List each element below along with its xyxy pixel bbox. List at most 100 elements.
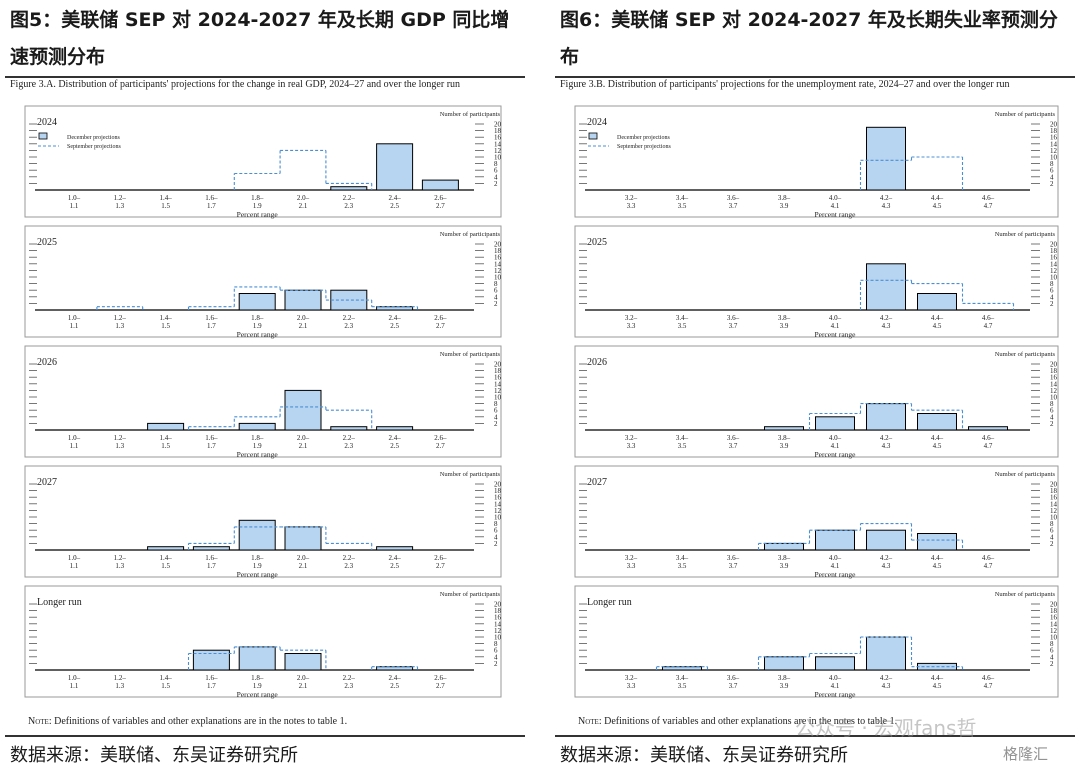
x-tick-label: 1.7 xyxy=(207,202,216,210)
x-tick-label: 4.5 xyxy=(933,682,942,690)
x-tick-label: 1.6– xyxy=(205,314,218,322)
x-tick-label: 1.0– xyxy=(68,194,81,202)
x-tick-label: 4.1 xyxy=(831,682,840,690)
december-bar xyxy=(815,416,855,431)
x-tick-label: 1.7 xyxy=(207,682,216,690)
x-tick-label: 4.4– xyxy=(931,674,944,682)
x-tick-label: 3.3 xyxy=(627,682,636,690)
x-tick-label: 4.3 xyxy=(882,442,891,450)
x-tick-label: 3.5 xyxy=(678,562,687,570)
december-bar xyxy=(238,519,276,551)
x-tick-label: 2.7 xyxy=(436,562,445,570)
x-tick-label: 2.1 xyxy=(299,442,308,450)
x-tick-label: 4.3 xyxy=(882,682,891,690)
x-tick-label: 4.7 xyxy=(984,682,993,690)
x-tick-label: 1.3 xyxy=(115,682,124,690)
x-axis-label: Percent range xyxy=(814,210,856,219)
x-tick-label: 3.6– xyxy=(727,314,740,322)
x-tick-label: 1.9 xyxy=(253,202,262,210)
y-axis-label: Number of participants xyxy=(995,591,1056,598)
x-tick-label: 2.7 xyxy=(436,202,445,210)
y-tick-label: 12 xyxy=(494,387,502,395)
subplot-title: 2025 xyxy=(37,237,57,248)
figure-caption: Figure 3.B. Distribution of participants… xyxy=(560,79,1010,90)
x-tick-label: 1.0– xyxy=(68,674,81,682)
x-tick-label: 3.9 xyxy=(780,202,789,210)
x-tick-label: 1.4– xyxy=(159,554,172,562)
x-tick-label: 3.4– xyxy=(676,674,689,682)
watermark-text: 公众号 · 宏观fans哲 xyxy=(795,716,977,740)
divider xyxy=(5,76,525,78)
y-tick-label: 14 xyxy=(494,380,502,388)
subplot-2027: Number of participants 2027 24681012141618… xyxy=(574,465,1059,579)
subplot-title: 2025 xyxy=(587,237,607,248)
y-tick-label: 10 xyxy=(1050,394,1058,402)
x-tick-label: 2.6– xyxy=(434,674,447,682)
x-tick-label: 4.2– xyxy=(880,194,893,202)
x-tick-label: 3.4– xyxy=(676,554,689,562)
y-tick-label: 2 xyxy=(494,180,498,188)
y-tick-label: 4 xyxy=(1050,413,1054,421)
y-tick-label: 6 xyxy=(1050,287,1054,295)
x-tick-label: 1.5 xyxy=(161,442,170,450)
subplot-2024: Number of participants 2024 24681012141618… xyxy=(24,105,502,219)
x-tick-label: 2.2– xyxy=(343,434,356,442)
y-tick-label: 16 xyxy=(494,374,502,382)
x-tick-label: 3.9 xyxy=(780,322,789,330)
x-tick-label: 1.5 xyxy=(161,202,170,210)
y-axis-label: Number of participants xyxy=(440,591,501,598)
y-tick-label: 12 xyxy=(1050,507,1058,515)
subplot-title: 2027 xyxy=(587,477,607,488)
y-axis-label: Number of participants xyxy=(995,111,1056,118)
y-tick-label: 4 xyxy=(1050,173,1054,181)
y-tick-label: 14 xyxy=(1050,380,1058,388)
subplot-frame xyxy=(574,585,1059,698)
december-bar xyxy=(866,263,906,311)
y-tick-label: 14 xyxy=(494,620,502,628)
x-tick-label: 1.2– xyxy=(114,314,127,322)
y-tick-label: 8 xyxy=(494,160,498,168)
x-tick-label: 4.2– xyxy=(880,674,893,682)
y-tick-label: 18 xyxy=(494,127,502,135)
september-outline xyxy=(187,526,373,550)
y-tick-label: 6 xyxy=(1050,647,1054,655)
y-tick-label: 10 xyxy=(494,394,502,402)
y-tick-label: 16 xyxy=(1050,254,1058,262)
x-tick-label: 1.2– xyxy=(114,434,127,442)
x-tick-label: 1.9 xyxy=(253,682,262,690)
x-tick-label: 1.8– xyxy=(251,674,264,682)
x-tick-label: 4.4– xyxy=(931,194,944,202)
x-tick-label: 2.4– xyxy=(388,194,401,202)
x-tick-label: 3.7 xyxy=(729,322,738,330)
subplot-longer-run: Number of participants Longer run 24681012… xyxy=(24,585,502,699)
x-tick-label: 1.2– xyxy=(114,194,127,202)
y-axis-label: Number of participants xyxy=(995,351,1056,358)
september-outline xyxy=(859,156,964,190)
y-tick-label: 18 xyxy=(494,247,502,255)
x-tick-label: 2.2– xyxy=(343,194,356,202)
x-tick-label: 1.9 xyxy=(253,322,262,330)
x-tick-label: 2.7 xyxy=(436,322,445,330)
y-axis-label: Number of participants xyxy=(995,231,1056,238)
december-bar xyxy=(764,542,804,551)
x-tick-label: 1.3 xyxy=(115,322,124,330)
subplot-2027: Number of participants 2027 24681012141618… xyxy=(24,465,502,579)
september-outline xyxy=(233,149,373,190)
x-tick-label: 2.2– xyxy=(343,554,356,562)
y-tick-label: 12 xyxy=(494,267,502,275)
y-tick-label: 6 xyxy=(494,527,498,535)
x-tick-label: 1.5 xyxy=(161,322,170,330)
y-tick-label: 20 xyxy=(1050,481,1058,489)
unemployment-chart: Number of participants202424681012141618… xyxy=(574,105,1059,699)
december-bar xyxy=(764,426,804,431)
x-tick-label: 4.0– xyxy=(829,194,842,202)
x-tick-label: 4.6– xyxy=(982,434,995,442)
legend-december-swatch xyxy=(588,132,598,140)
x-tick-label: 4.5 xyxy=(933,202,942,210)
december-bar xyxy=(284,289,322,311)
x-tick-label: 3.6– xyxy=(727,194,740,202)
y-tick-label: 10 xyxy=(494,154,502,162)
x-tick-label: 1.7 xyxy=(207,322,216,330)
x-tick-label: 3.6– xyxy=(727,674,740,682)
y-tick-label: 18 xyxy=(1050,127,1058,135)
